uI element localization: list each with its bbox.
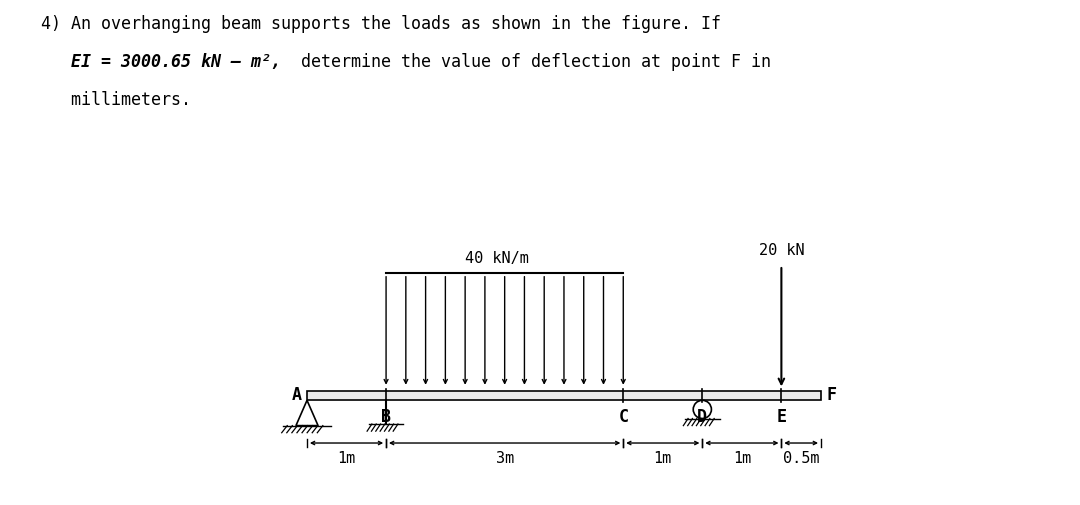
Text: D: D <box>698 407 707 425</box>
Text: C: C <box>618 407 629 425</box>
Text: 0.5m: 0.5m <box>783 450 820 465</box>
Text: B: B <box>381 407 391 425</box>
Text: E: E <box>777 407 786 425</box>
Text: 3m: 3m <box>496 450 514 465</box>
Text: 1m: 1m <box>653 450 672 465</box>
Text: determine the value of deflection at point F in: determine the value of deflection at poi… <box>282 53 771 71</box>
Text: 1m: 1m <box>337 450 355 465</box>
Circle shape <box>693 400 712 419</box>
Text: F: F <box>826 385 836 403</box>
Text: 20 kN: 20 kN <box>758 243 805 258</box>
Text: 4) An overhanging beam supports the loads as shown in the figure. If: 4) An overhanging beam supports the load… <box>41 15 721 33</box>
Bar <box>307 391 821 400</box>
Text: 1m: 1m <box>732 450 751 465</box>
Text: 40 kN/m: 40 kN/m <box>464 250 529 266</box>
Text: EI = 3000.65 kN – m²,: EI = 3000.65 kN – m², <box>71 53 281 71</box>
Text: millimeters.: millimeters. <box>41 91 191 109</box>
Polygon shape <box>296 400 319 426</box>
Text: A: A <box>292 385 301 403</box>
